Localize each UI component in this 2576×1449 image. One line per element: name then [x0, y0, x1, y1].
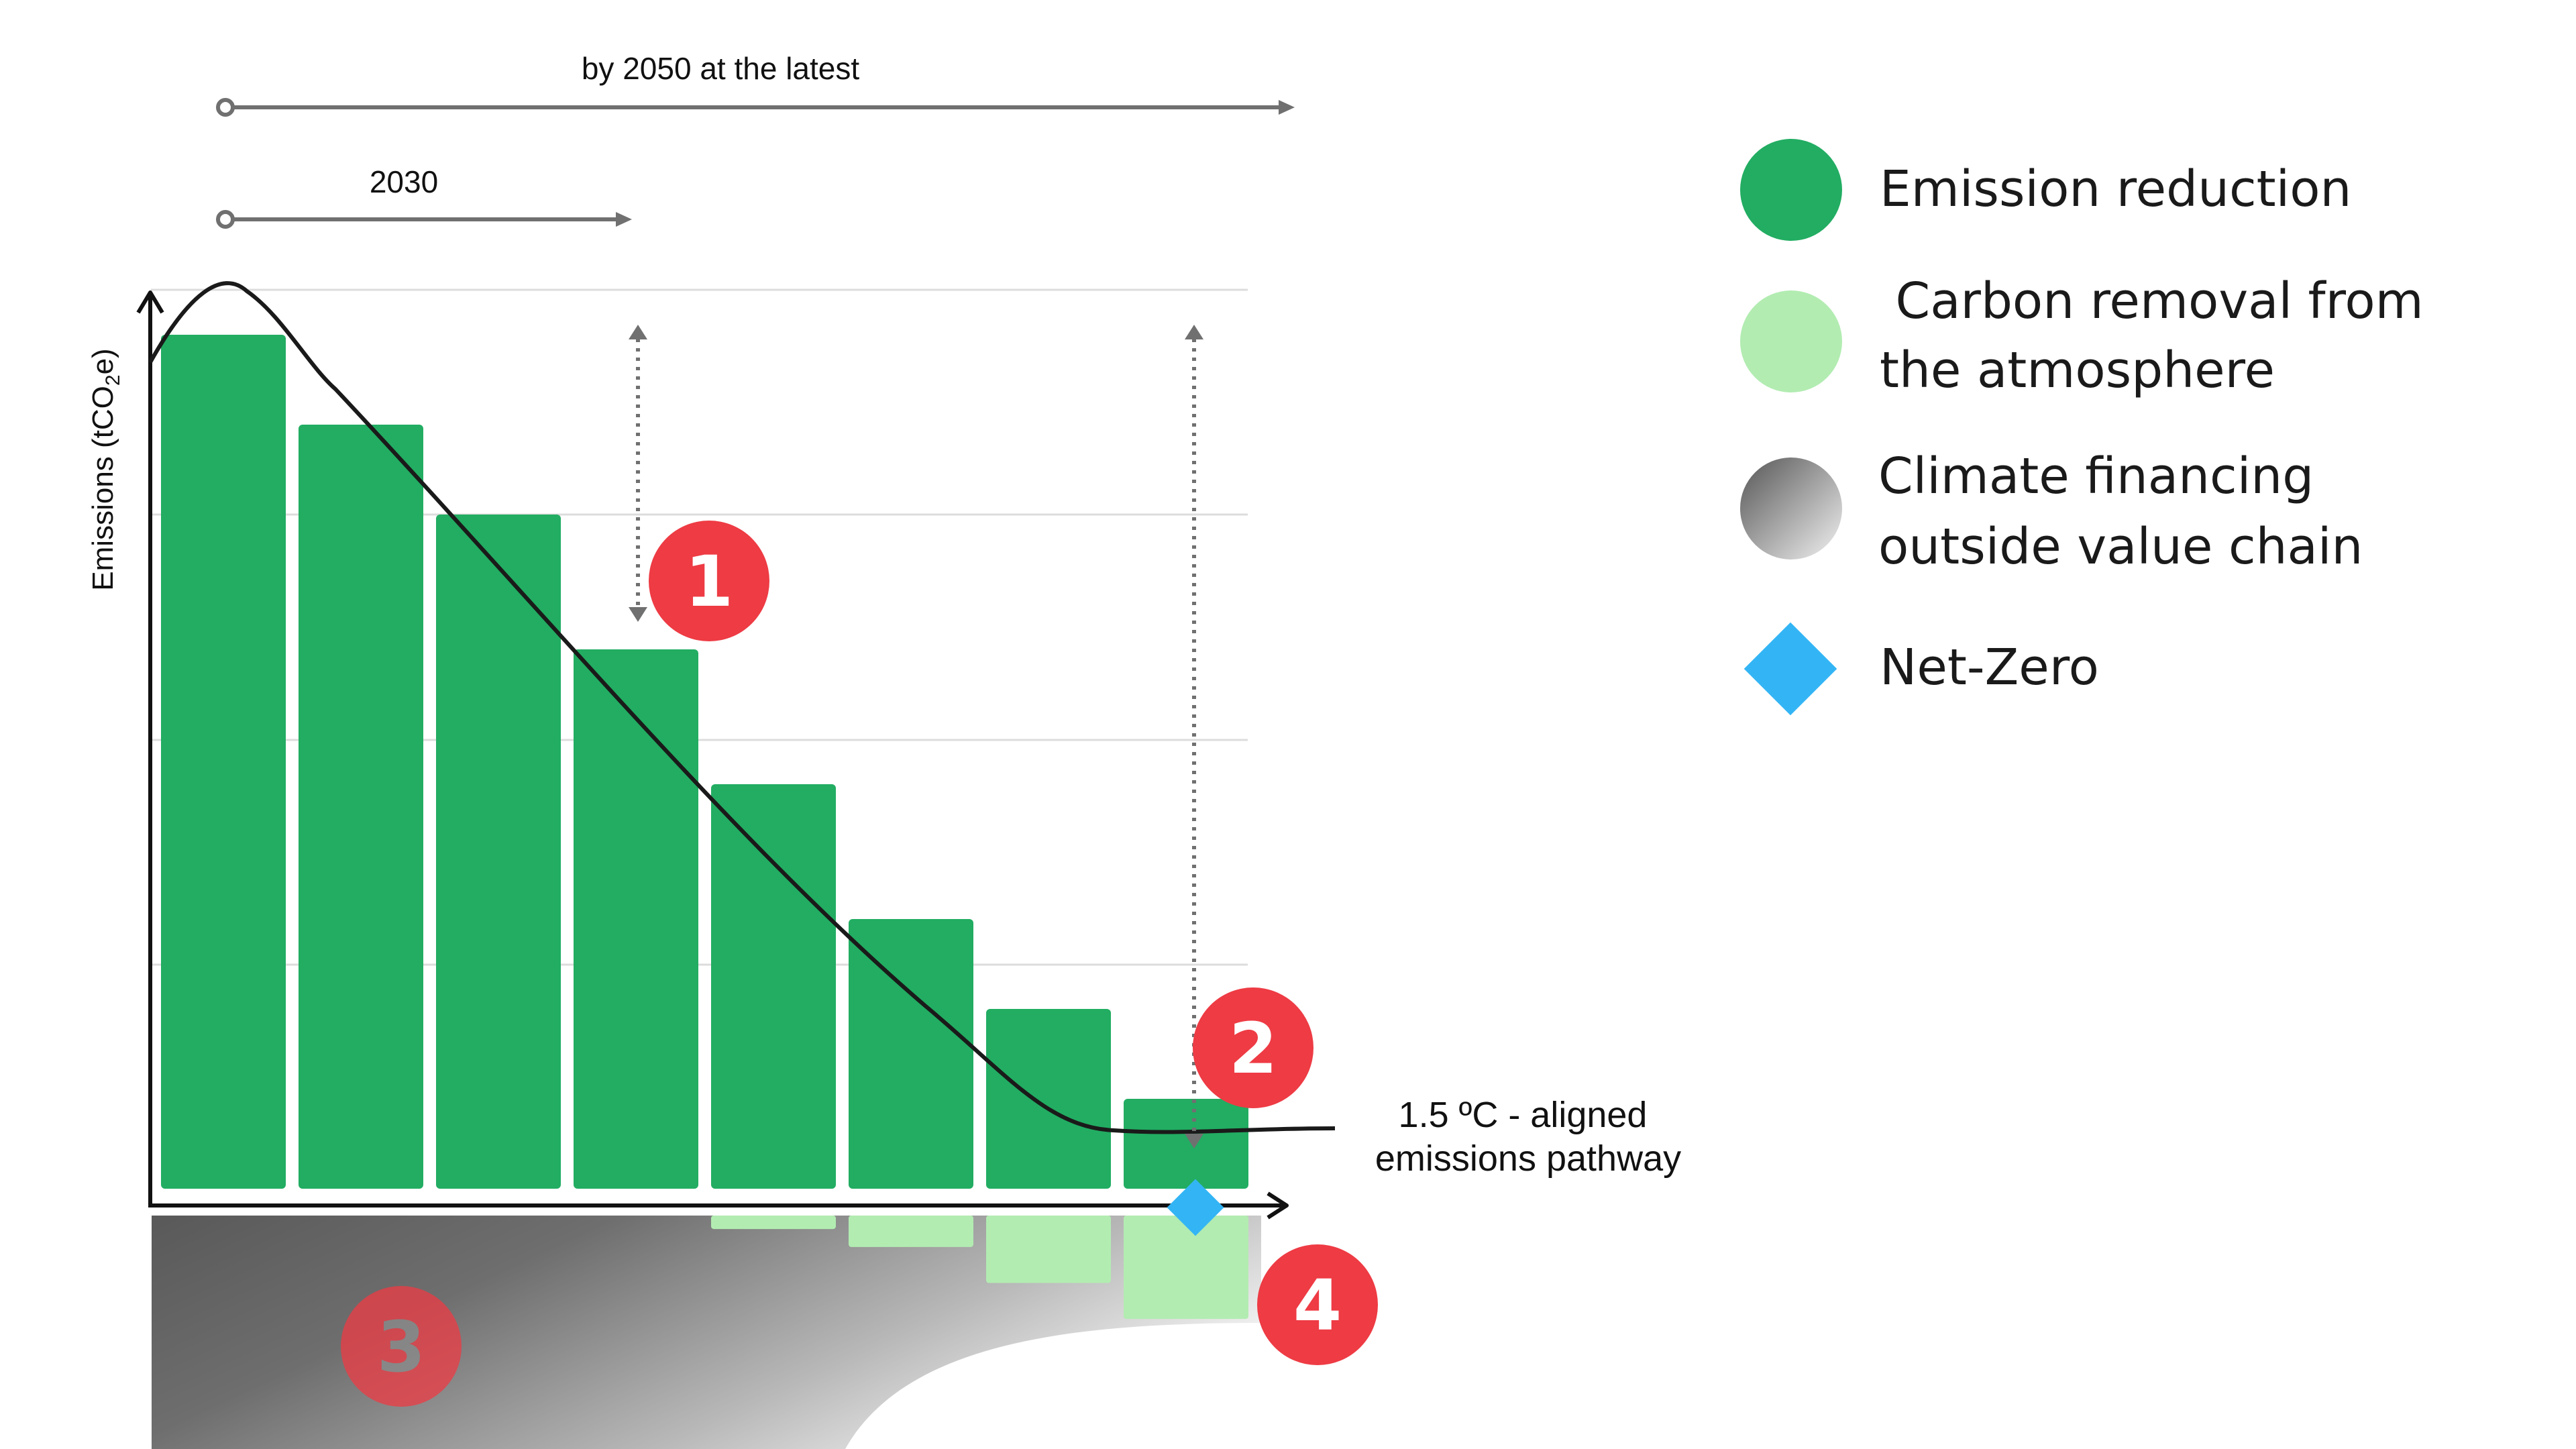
- timeline-2030-start: [216, 210, 235, 229]
- emission-bars: [161, 335, 1248, 1189]
- carbon-removal-bar-6: [849, 1216, 973, 1247]
- y-axis-label: Emissions (tCO2e): [87, 348, 124, 590]
- emission-bar-1: [161, 335, 286, 1189]
- pathway-label-line2: emissions pathway: [1375, 1138, 1681, 1179]
- legend-item-climate-financing: Climate financing outside value chain: [1740, 447, 2363, 576]
- reduction-arrow-2050: [1185, 325, 1203, 1148]
- emission-bar-2: [299, 425, 423, 1189]
- badge-1: 1: [649, 521, 769, 641]
- y-axis-arrowhead: [136, 290, 164, 314]
- timeline-2050: by 2050 at the latest: [216, 51, 1295, 117]
- timeline-2050-label: by 2050 at the latest: [582, 51, 860, 86]
- carbon-removal-bars: [711, 1216, 1248, 1320]
- emission-bar-8: [1124, 1099, 1248, 1189]
- svg-text:4: 4: [1293, 1265, 1342, 1346]
- legend-label-emission-reduction: Emission reduction: [1880, 160, 2351, 218]
- carbon-removal-swatch: [1740, 290, 1842, 392]
- pathway-label-line1: 1.5 ºC - aligned: [1399, 1095, 1648, 1135]
- carbon-removal-bar-7: [986, 1216, 1111, 1283]
- legend-label-climate-financing-line1: Climate financing: [1878, 447, 2314, 505]
- legend-item-net-zero: Net-Zero: [1743, 622, 2099, 716]
- legend-label-net-zero: Net-Zero: [1880, 639, 2099, 696]
- timeline-2030: 2030: [216, 164, 632, 229]
- legend: Emission reduction Carbon removal from t…: [1740, 139, 2424, 716]
- axes: [136, 290, 1289, 1220]
- legend-label-carbon-removal-line2: the atmosphere: [1880, 341, 2275, 399]
- badge-4: 4: [1257, 1244, 1378, 1365]
- timeline-2050-arrowhead: [1279, 100, 1295, 115]
- svg-text:1: 1: [685, 541, 733, 623]
- svg-text:2: 2: [1229, 1008, 1277, 1089]
- emission-reduction-swatch: [1740, 139, 1842, 241]
- climate-financing-swatch: [1740, 458, 1842, 559]
- timeline-2050-start: [216, 98, 235, 117]
- reduction-arrow-2030: [629, 325, 647, 622]
- emission-bar-6: [849, 919, 973, 1189]
- legend-item-emission-reduction: Emission reduction: [1740, 139, 2351, 241]
- emission-bar-5: [711, 784, 836, 1189]
- emissions-pathway-curve: [148, 281, 1336, 1134]
- x-axis-arrowhead: [1267, 1191, 1289, 1220]
- carbon-removal-bar-5: [711, 1216, 836, 1230]
- legend-item-carbon-removal: Carbon removal from the atmosphere: [1740, 272, 2424, 399]
- svg-text:3: 3: [377, 1306, 425, 1388]
- badge-3: 3: [341, 1286, 462, 1407]
- timeline-2030-label: 2030: [370, 164, 438, 199]
- timeline-2030-arrowhead: [616, 212, 632, 227]
- emission-bar-4: [574, 649, 698, 1189]
- legend-label-climate-financing-line2: outside value chain: [1878, 518, 2363, 576]
- legend-label-carbon-removal-line1: Carbon removal from: [1880, 272, 2424, 330]
- emission-bar-7: [986, 1009, 1111, 1189]
- badge-2: 2: [1193, 987, 1313, 1108]
- emission-bar-3: [436, 515, 561, 1189]
- net-zero-swatch: [1743, 622, 1837, 716]
- carbon-removal-bar-8: [1124, 1216, 1248, 1320]
